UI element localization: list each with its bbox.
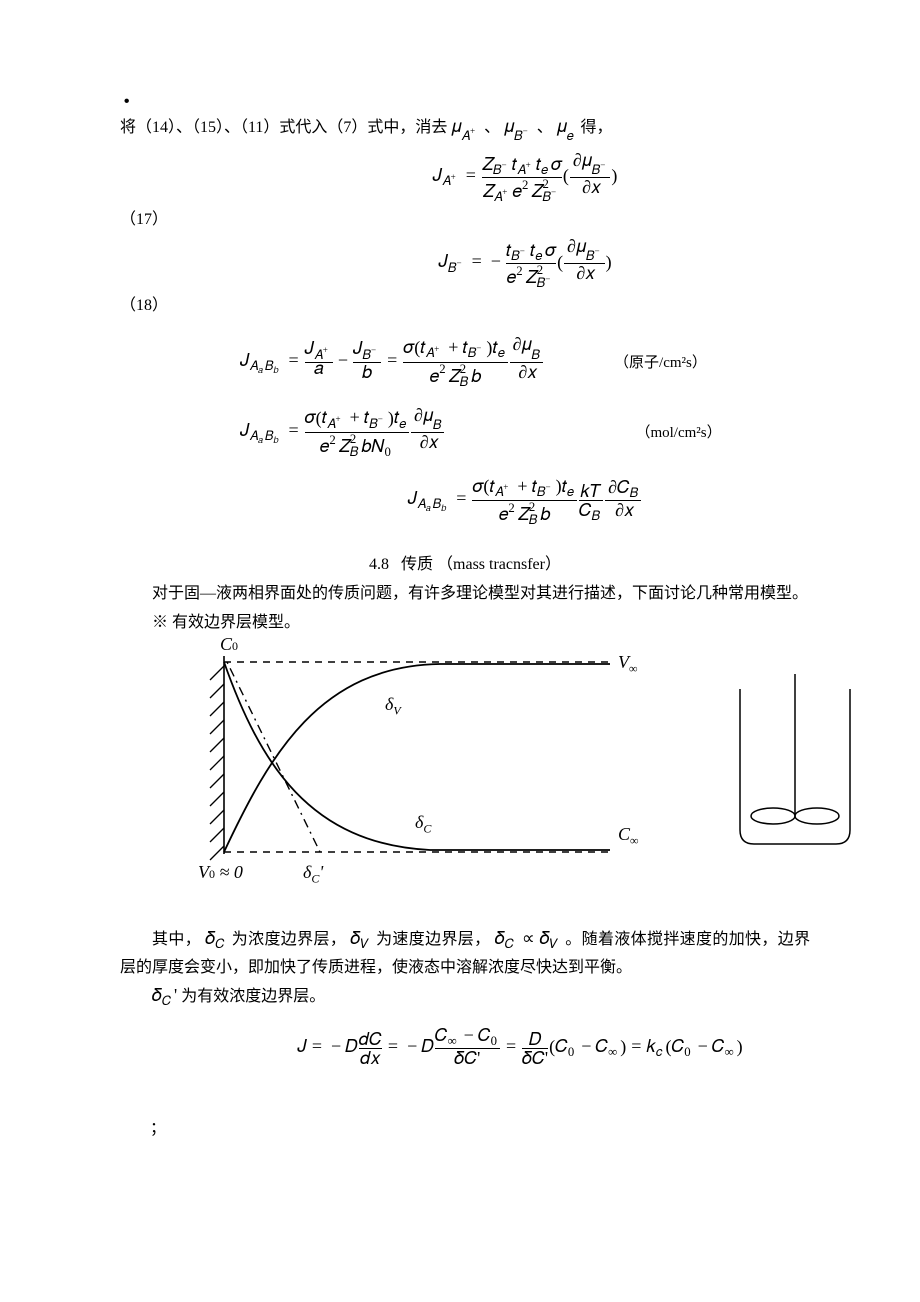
intro-suffix: 得， xyxy=(581,119,613,136)
equation-17: JA+= ZB−tA+teσ ZA+e2ZB−2 (∂μB−∂x) xyxy=(240,153,810,201)
para-2: 其中， δC 为浓度边界层， δV 为速度边界层， δC∝δV 。随着液体搅拌速… xyxy=(120,926,810,984)
para3-text: 为有效浓度边界层。 xyxy=(181,988,325,1005)
boundary-layer-figure: C0 δV V∞ δC C∞ V0 ≈ 0 δC' xyxy=(180,644,880,904)
label-Cinf: C∞ xyxy=(618,824,639,849)
equation-j1-unit: （原子/cm²s） xyxy=(614,351,707,372)
label-V0: V0 ≈ 0 xyxy=(198,862,243,883)
label-C0: C0 xyxy=(220,634,238,655)
mass-transfer-equation: J=−D dCdx =−D C∞−C0δC' = DδC' (C0−C∞) =k… xyxy=(230,1028,810,1064)
section-title: 4.8 传质 （mass tracnsfer） xyxy=(120,550,810,574)
equation-j3: JAaBb= σ(tA++tB−)te e2ZB2b kTCB ∂CB∂x xyxy=(240,478,810,524)
sym-deltaC-prime: δC' xyxy=(152,988,177,1005)
equation-j2: JAaBb= σ(tA++tB−)te e2ZB2bN0 ∂μB∂x （mol/… xyxy=(240,408,810,456)
intro-sep1: 、 xyxy=(484,119,500,136)
section-number: 4.8 xyxy=(369,556,389,573)
equation-18-label: （18） xyxy=(120,291,810,315)
trailing-semicolon: ； xyxy=(150,1114,810,1138)
para2-prefix: 其中， xyxy=(152,931,201,948)
para2-t2: 为速度边界层， xyxy=(376,931,490,948)
mu-e: μe xyxy=(557,123,577,140)
intro-sep2: 、 xyxy=(537,119,553,136)
equation-j1: JAaBb= JA+a− JB−b= σ(tA++tB−)te e2ZB2b ∂… xyxy=(240,337,810,385)
sym-deltaV: δV xyxy=(351,931,372,948)
intro-prefix: 将（14）、（15）、（11）式代入（7）式中，消去 xyxy=(120,119,447,136)
para-3: δC' 为有效浓度边界层。 xyxy=(120,983,810,1012)
label-deltaV: δV xyxy=(385,694,401,719)
intro-line: 将（14）、（15）、（11）式代入（7）式中，消去 μA+ 、 μB− 、 μ… xyxy=(120,114,810,143)
hatched-wall xyxy=(210,666,224,860)
section-title-en: （mass tracnsfer） xyxy=(437,556,561,573)
sym-prop: δC∝δV xyxy=(495,931,561,948)
label-deltaC-prime: δC' xyxy=(303,862,323,887)
para2-t1: 为浓度边界层， xyxy=(232,931,346,948)
mu-B-minus: μB− xyxy=(504,123,533,140)
sym-deltaC: δC xyxy=(205,931,227,948)
mu-A-plus: μA+ xyxy=(451,123,480,140)
equation-18: JB−=− tB−teσ e2ZB−2 (∂μB−∂x) xyxy=(240,239,810,287)
beaker-icon xyxy=(740,674,850,844)
equation-j2-unit: （mol/cm²s） xyxy=(635,421,721,442)
page: ． 将（14）、（15）、（11）式代入（7）式中，消去 μA+ 、 μB− 、… xyxy=(0,0,920,1198)
label-Vinf: V∞ xyxy=(618,652,638,677)
section-title-cn: 传质 xyxy=(401,556,433,573)
equation-17-label: （17） xyxy=(120,205,810,229)
leading-dot: ． xyxy=(120,90,810,100)
label-deltaC: δC xyxy=(415,812,431,837)
figure-svg xyxy=(180,644,880,904)
para-1: 对于固—液两相界面处的传质问题，有许多理论模型对其进行描述，下面讨论几种常用模型… xyxy=(120,580,810,609)
